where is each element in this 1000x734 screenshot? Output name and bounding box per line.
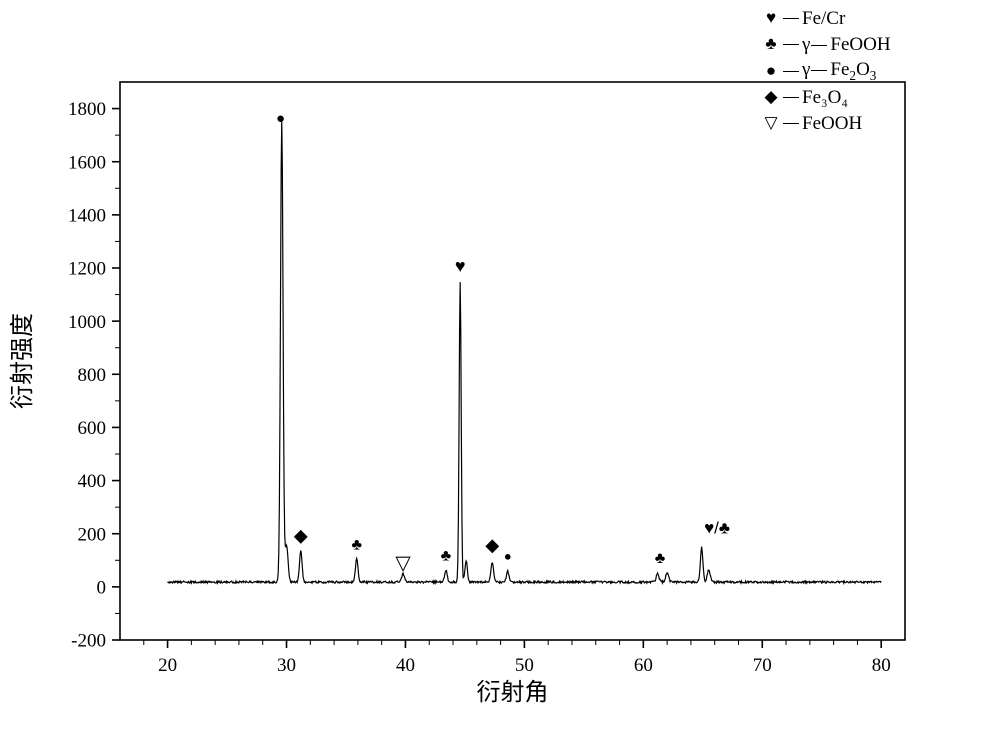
svg-text:60: 60: [634, 655, 653, 676]
svg-text:-200: -200: [71, 631, 106, 652]
legend-item: ♣ γFeOOH: [760, 32, 891, 58]
svg-text:80: 80: [872, 655, 891, 676]
x-axis-label-svg: 衍射角: [477, 679, 549, 706]
svg-text:0: 0: [97, 578, 107, 599]
legend-dash: [783, 71, 799, 72]
legend: ♥ Fe/Cr ♣ γFeOOH ● γFe2O3 ◆ Fe₃O₄ ▽ FeOOH: [760, 6, 891, 136]
legend-dash: [783, 18, 799, 19]
svg-text:600: 600: [78, 418, 107, 439]
peak-marker: ♣: [655, 550, 666, 567]
legend-marker-icon: ◆: [760, 86, 782, 109]
legend-marker-icon: ●: [760, 60, 782, 83]
peak-marker: ◆: [294, 526, 308, 546]
peak-marker: ◆: [485, 535, 499, 555]
peak-marker: ●: [504, 548, 512, 563]
legend-text: Fe₃O₄: [802, 85, 848, 111]
svg-text:1600: 1600: [68, 152, 106, 173]
legend-item: ◆ Fe₃O₄: [760, 85, 891, 111]
legend-dash: [783, 123, 799, 124]
svg-text:400: 400: [78, 471, 107, 492]
svg-text:1400: 1400: [68, 206, 106, 227]
legend-marker-icon: ▽: [760, 112, 782, 135]
y-axis-label-svg: 衍射强度: [9, 313, 36, 409]
peak-marker: ▽: [395, 553, 411, 575]
legend-marker-icon: ♣: [760, 33, 782, 56]
legend-item: ▽ FeOOH: [760, 111, 891, 137]
legend-item: ♥ Fe/Cr: [760, 6, 891, 32]
peak-marker: ♥/♣: [704, 519, 730, 538]
svg-text:1000: 1000: [68, 312, 106, 333]
peak-marker: ●: [276, 110, 285, 127]
svg-text:200: 200: [78, 524, 107, 545]
legend-dash: [783, 97, 799, 98]
peak-marker: ♣: [351, 537, 362, 554]
legend-item: ● γFe2O3: [760, 57, 891, 85]
svg-text:1800: 1800: [68, 99, 106, 120]
svg-text:1200: 1200: [68, 259, 106, 280]
svg-text:30: 30: [277, 655, 296, 676]
chart-page: 20 30 40 50 60 70 80 -200 0 200 400 600 800 1000 1200 1…: [0, 0, 1000, 734]
peak-marker: ♣: [441, 547, 452, 564]
svg-text:20: 20: [158, 655, 177, 676]
legend-text: FeOOH: [802, 111, 862, 137]
legend-text: γFeOOH: [802, 32, 891, 58]
svg-text:40: 40: [396, 655, 415, 676]
legend-text: γFe2O3: [802, 57, 876, 85]
xrd-spectrum-line: [168, 121, 882, 583]
svg-text:70: 70: [753, 655, 772, 676]
peak-marker: ♥: [455, 256, 466, 276]
legend-marker-icon: ♥: [760, 7, 782, 30]
svg-text:50: 50: [515, 655, 534, 676]
svg-text:800: 800: [78, 365, 107, 386]
legend-dash: [783, 44, 799, 45]
legend-text: Fe/Cr: [802, 6, 845, 32]
